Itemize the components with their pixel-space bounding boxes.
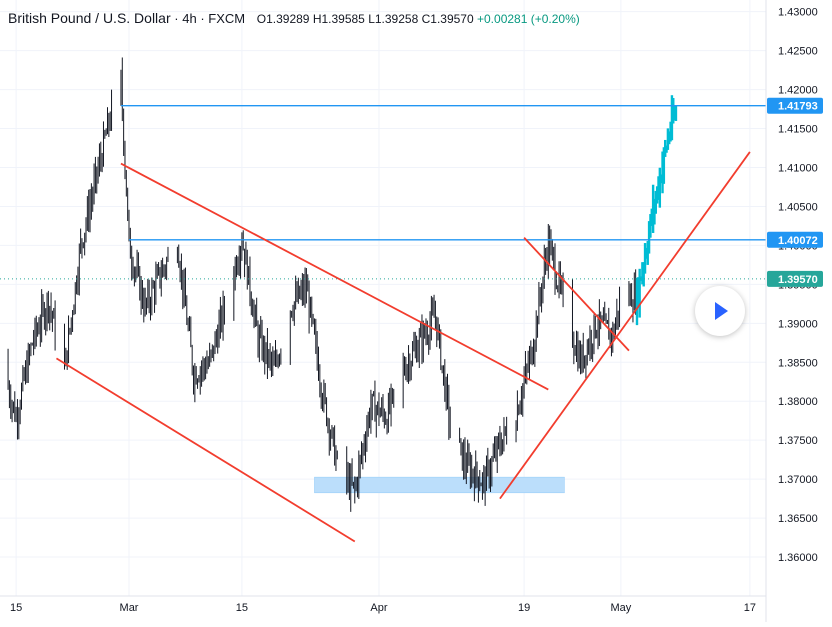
- open-value: O1.39289: [256, 12, 310, 26]
- support-zone-layer: [314, 476, 565, 494]
- drawings[interactable]: [0, 105, 766, 543]
- price-axis-badge: [767, 270, 823, 287]
- symbol-name[interactable]: British Pound / U.S. Dollar: [8, 10, 171, 26]
- close-value: C1.39570: [421, 12, 474, 26]
- exchange-label: FXCM: [208, 11, 246, 26]
- support-zone: [314, 476, 565, 494]
- price-tick-label: 1.40500: [778, 201, 818, 213]
- price-tick-label: 1.43000: [778, 7, 818, 19]
- price-tick-label: 1.38000: [778, 396, 818, 408]
- time-tick-label: 17: [744, 602, 756, 614]
- price-tick-label: 1.36500: [778, 513, 818, 525]
- time-tick-label: May: [610, 602, 631, 614]
- price-tick-label: 1.41500: [778, 124, 818, 136]
- time-tick-label: 15: [10, 602, 22, 614]
- time-tick-label: Mar: [120, 602, 139, 614]
- price-tick-label: 1.39000: [778, 318, 818, 330]
- play-icon: [715, 302, 728, 320]
- symbol-legend: British Pound / U.S. Dollar · 4h · FXCM …: [8, 10, 580, 26]
- price-tick-label: 1.41000: [778, 163, 818, 175]
- price-tick-label: 1.38500: [778, 357, 818, 369]
- time-tick-label: Apr: [370, 602, 387, 614]
- price-axis-badge: [767, 97, 823, 114]
- trendline: [120, 162, 549, 391]
- legend-separator: ·: [200, 11, 205, 26]
- time-tick-label: 19: [518, 602, 530, 614]
- interval-label[interactable]: 4h: [182, 11, 197, 26]
- replay-play-button[interactable]: [695, 286, 745, 336]
- high-value: H1.39585: [312, 12, 365, 26]
- grid: [0, 0, 766, 596]
- time-tick-label: 15: [236, 602, 248, 614]
- trendline: [523, 237, 630, 352]
- low-value: L1.39258: [368, 12, 419, 26]
- price-tick-label: 1.37000: [778, 474, 818, 486]
- price-axis-badge-label: 1.40072: [778, 235, 818, 247]
- price-axis-badge-label: 1.41793: [778, 101, 818, 113]
- price-tick-label: 1.36000: [778, 552, 818, 564]
- ohlc-values: O1.39289 H1.39585 L1.39258 C1.39570 +0.0…: [257, 12, 580, 26]
- price-axis-badge-label: 1.39570: [778, 274, 818, 286]
- change-value: +0.00281 (+0.20%): [477, 12, 580, 26]
- legend-separator: ·: [174, 11, 179, 26]
- price-tick-label: 1.42500: [778, 46, 818, 58]
- price-tick-label: 1.37500: [778, 435, 818, 447]
- price-tick-label: 1.42000: [778, 85, 818, 97]
- price-axis-badge: [767, 231, 823, 248]
- trendline: [499, 151, 751, 500]
- trendline: [55, 357, 356, 543]
